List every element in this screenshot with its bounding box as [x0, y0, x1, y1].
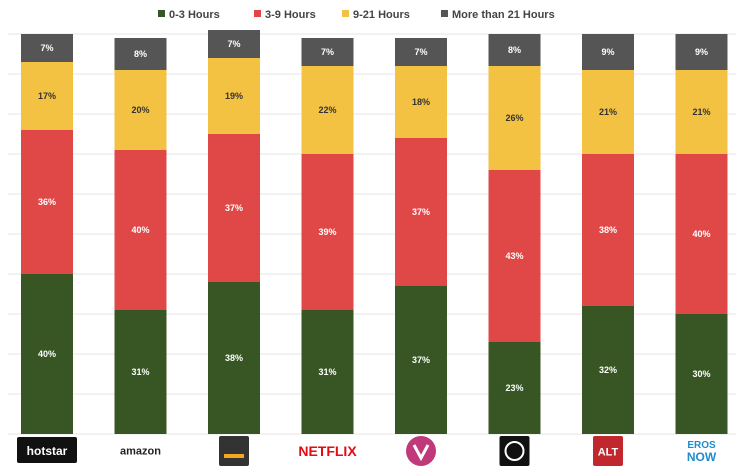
legend-label: 3-9 Hours: [265, 9, 316, 21]
data-label: 37%: [412, 207, 430, 217]
data-label: 22%: [318, 105, 336, 115]
bar-segment: [582, 154, 634, 306]
data-label: 40%: [131, 225, 149, 235]
bar-segment: [582, 70, 634, 154]
amazon-prime-logo: amazon: [110, 437, 171, 463]
data-label: 43%: [505, 251, 523, 261]
data-label: 26%: [505, 113, 523, 123]
data-label: 36%: [38, 197, 56, 207]
data-label: 18%: [412, 97, 430, 107]
data-label: 7%: [414, 47, 427, 57]
data-label: 9%: [695, 47, 708, 57]
bar-segment: [21, 34, 73, 62]
data-label: 9%: [601, 47, 614, 57]
bar-segment: [488, 342, 541, 434]
data-label: 32%: [599, 365, 617, 375]
bar-segment: [488, 34, 541, 66]
bar-segment: [114, 310, 167, 434]
bar-segment: [114, 38, 167, 70]
legend-swatch: [254, 10, 261, 17]
netflix-logo: NETFLIX: [294, 437, 361, 463]
bar-segment: [395, 38, 447, 66]
data-label: 7%: [321, 47, 334, 57]
legend-swatch: [342, 10, 349, 17]
hotstar-logo: hotstar: [17, 437, 77, 463]
bars-area: 40% 36% 17% 7% 31% 40% 20% 8% 38% 37% 19% 7% 31% 39% 2…: [21, 30, 728, 434]
data-label: 40%: [692, 229, 710, 239]
bar-segment: [21, 62, 73, 130]
legend-swatch: [441, 10, 448, 17]
bar-segment: [488, 66, 541, 170]
bar-segment: [488, 170, 541, 342]
bar-segment: [301, 38, 354, 66]
bar-segment: [301, 66, 354, 154]
bar-segment: [395, 138, 447, 286]
chart-legend: 0-3 Hours 3-9 Hours 9-21 Hours More than 21…: [158, 9, 555, 21]
bar-segment: [395, 286, 447, 434]
data-label: 8%: [508, 45, 521, 55]
bar-segment: [675, 314, 728, 434]
data-label: 17%: [38, 91, 56, 101]
svg-text:amazon: amazon: [120, 446, 161, 458]
bar-segment: [114, 70, 167, 150]
legend-label: 9-21 Hours: [353, 9, 410, 21]
svg-text:ALT: ALT: [598, 447, 619, 459]
bar-segment: [114, 150, 167, 310]
data-label: 20%: [131, 105, 149, 115]
data-label: 37%: [412, 355, 430, 365]
data-label: 38%: [599, 225, 617, 235]
bar-segment: [675, 70, 728, 154]
bar-segment: [21, 274, 73, 434]
bar-segment: [21, 130, 73, 274]
legend-label: 0-3 Hours: [169, 9, 220, 21]
bar-segment: [675, 154, 728, 314]
bar-segment: [301, 154, 354, 310]
svg-text:NETFLIX: NETFLIX: [298, 443, 357, 459]
data-label: 7%: [40, 43, 53, 53]
zee5-logo: [499, 436, 530, 466]
svg-text:EROS: EROS: [687, 440, 716, 451]
bar-segment: [208, 134, 260, 282]
bar-segment: [582, 34, 634, 70]
legend-label: More than 21 Hours: [452, 9, 555, 21]
altbalaji-logo: ALT: [593, 436, 623, 466]
data-label: 23%: [505, 383, 523, 393]
data-label: 31%: [318, 367, 336, 377]
bar-segment: [208, 282, 260, 434]
bar-segment: [208, 58, 260, 134]
data-label: 39%: [318, 227, 336, 237]
bar-segment: [675, 34, 728, 70]
bar-segment: [395, 66, 447, 138]
svg-text:hotstar: hotstar: [27, 444, 68, 458]
data-label: 19%: [225, 91, 243, 101]
data-label: 40%: [38, 349, 56, 359]
data-label: 31%: [131, 367, 149, 377]
bar-segment: [301, 310, 354, 434]
bar-segment: [582, 306, 634, 434]
voot-logo: [406, 436, 436, 466]
data-label: 30%: [692, 369, 710, 379]
data-label: 38%: [225, 353, 243, 363]
svg-text:NOW: NOW: [687, 450, 717, 464]
data-label: 7%: [227, 39, 240, 49]
sonyliv-logo: [219, 436, 249, 466]
data-label: 21%: [692, 107, 710, 117]
legend-swatch: [158, 10, 165, 17]
data-label: 21%: [599, 107, 617, 117]
bar-segment: [208, 30, 260, 58]
data-label: 8%: [134, 49, 147, 59]
data-label: 37%: [225, 203, 243, 213]
